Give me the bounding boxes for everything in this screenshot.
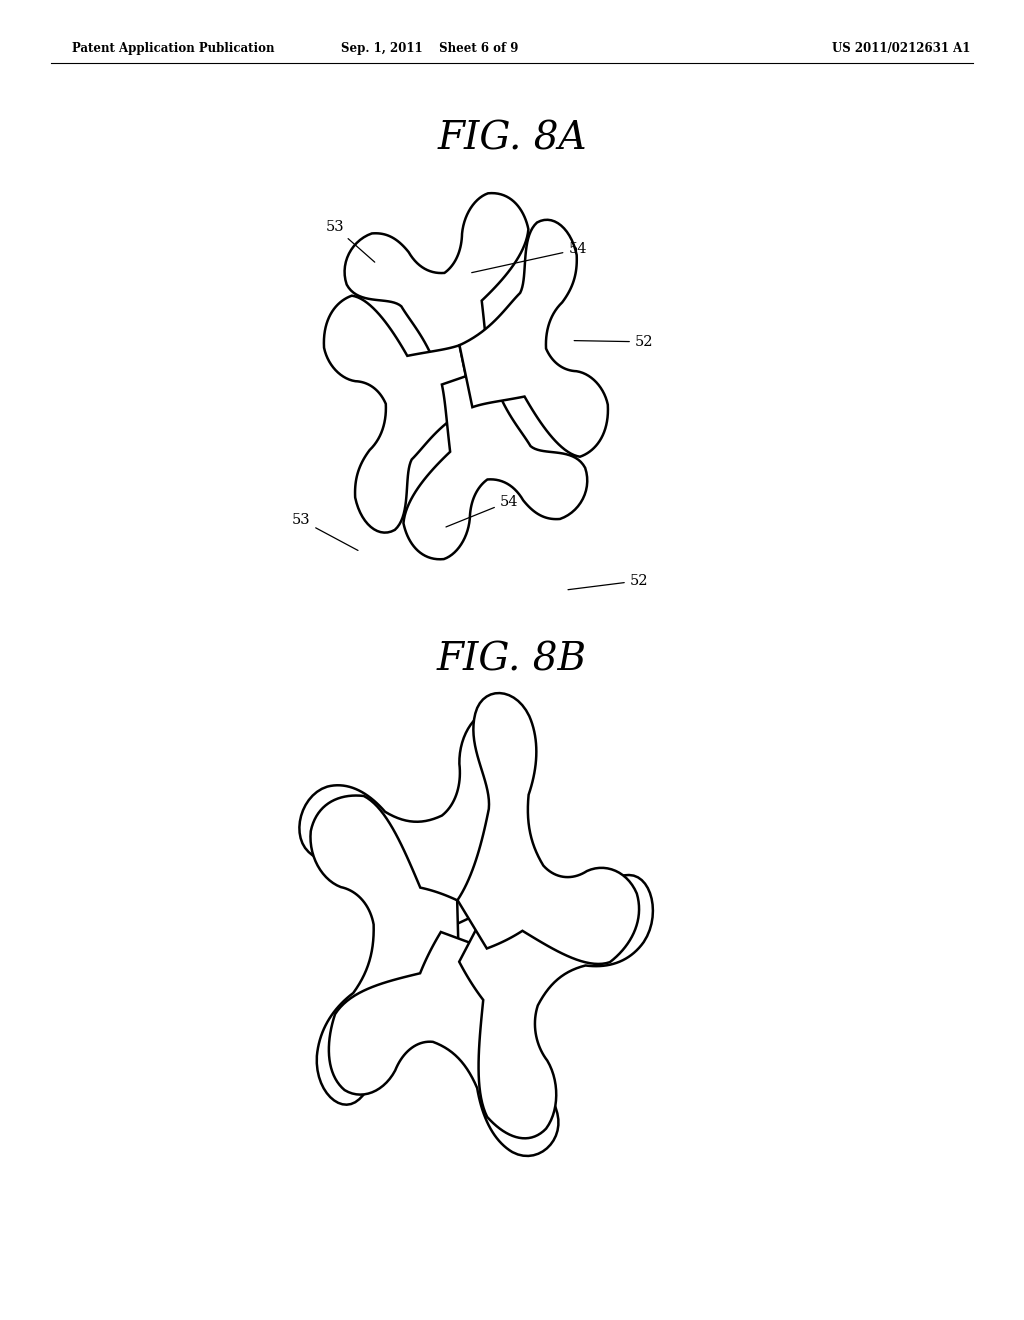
Text: 53: 53 (292, 513, 358, 550)
Text: 53: 53 (326, 220, 375, 263)
Polygon shape (460, 220, 608, 457)
Text: US 2011/0212631 A1: US 2011/0212631 A1 (831, 42, 971, 54)
Polygon shape (299, 710, 534, 932)
Polygon shape (310, 796, 459, 1105)
Text: Patent Application Publication: Patent Application Publication (72, 42, 274, 54)
Text: 52: 52 (574, 335, 653, 348)
Text: 54: 54 (472, 243, 587, 273)
Polygon shape (459, 875, 653, 1138)
Polygon shape (403, 368, 587, 560)
Polygon shape (329, 932, 558, 1156)
Text: 54: 54 (446, 495, 518, 527)
Polygon shape (324, 296, 472, 532)
Text: 52: 52 (568, 574, 648, 590)
Polygon shape (345, 193, 528, 384)
Text: FIG. 8A: FIG. 8A (437, 120, 587, 157)
Text: Sep. 1, 2011    Sheet 6 of 9: Sep. 1, 2011 Sheet 6 of 9 (341, 42, 519, 54)
Polygon shape (458, 693, 639, 964)
Text: FIG. 8B: FIG. 8B (437, 642, 587, 678)
